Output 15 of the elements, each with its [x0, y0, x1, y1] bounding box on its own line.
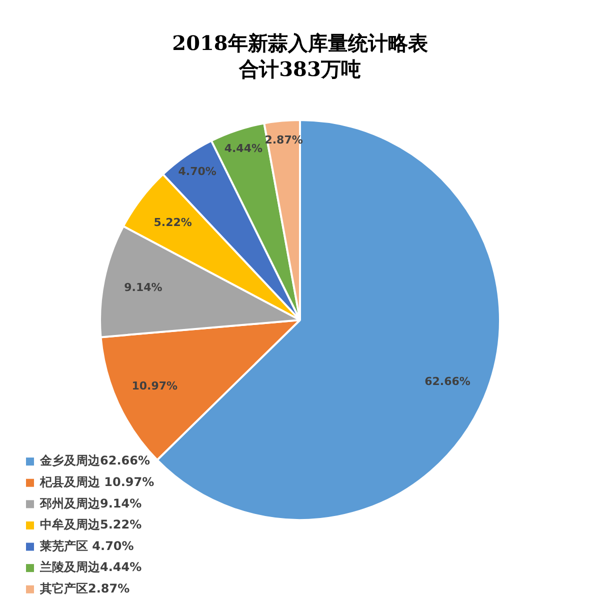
legend-label: 其它产区2.87%: [39, 581, 130, 596]
data-label: 4.70%: [178, 165, 216, 178]
legend-label: 杞县及周边 10.97%: [39, 474, 154, 489]
chart-subtitle: 合计383万吨: [238, 57, 361, 82]
data-label: 9.14%: [124, 280, 162, 294]
legend-label: 邳州及周边9.14%: [39, 496, 142, 510]
legend-label: 金乡及周边62.66%: [39, 454, 150, 468]
data-label: 5.22%: [154, 216, 192, 229]
data-label: 62.66%: [424, 374, 470, 388]
chart-title: 2018年新蒜入库量统计略表: [172, 31, 428, 56]
data-label: 4.44%: [224, 142, 262, 155]
legend-label: 中牟及周边5.22%: [40, 518, 142, 532]
legend-label: 兰陵及周边4.44%: [39, 560, 142, 574]
data-label: 10.97%: [132, 380, 178, 393]
legend-label: 莱芜产区 4.70%: [39, 538, 134, 553]
